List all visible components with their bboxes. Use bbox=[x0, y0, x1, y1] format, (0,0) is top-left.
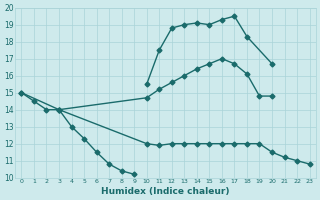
X-axis label: Humidex (Indice chaleur): Humidex (Indice chaleur) bbox=[101, 187, 230, 196]
